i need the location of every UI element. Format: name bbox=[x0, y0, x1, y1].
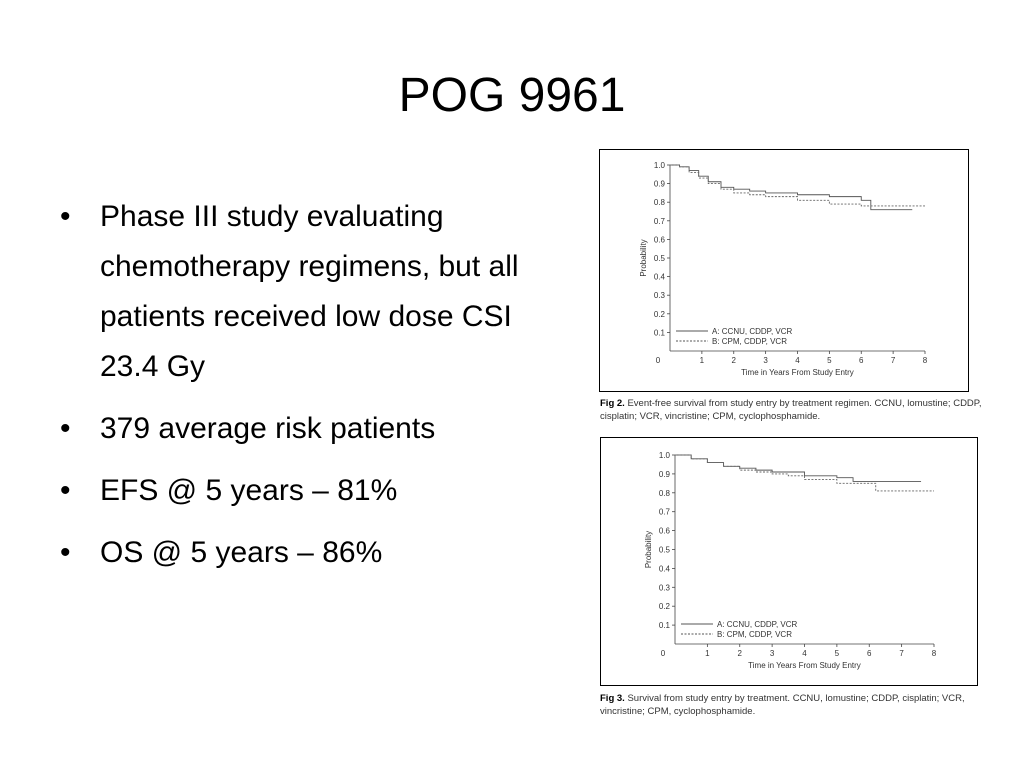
x-tick-label: 0 bbox=[656, 356, 661, 365]
y-tick-label: 0.1 bbox=[654, 328, 666, 337]
fig2-caption: Fig 2. Event-free survival from study en… bbox=[600, 398, 982, 422]
y-tick-label: 1.0 bbox=[654, 161, 666, 170]
fig3-caption: Fig 3. Survival from study entry by trea… bbox=[600, 693, 965, 717]
legend-label: B: CPM, CDDP, VCR bbox=[712, 337, 787, 346]
bullet-item: • Phase III study evaluating chemotherapy… bbox=[56, 192, 556, 392]
y-tick-label: 0.1 bbox=[659, 621, 671, 630]
x-axis-label: Time in Years From Study Entry bbox=[741, 368, 854, 377]
x-axis-label: Time in Years From Study Entry bbox=[748, 661, 861, 670]
efs-chart-svg: 0.1 0.2 0.3 0.4 0.5 0.6 0.7 0.8 0.9 1.0 0 1 2 3 4 5 6 7 8 T… bbox=[639, 161, 928, 377]
y-tick-label: 1.0 bbox=[659, 451, 671, 460]
bullet-item: • 379 average risk patients bbox=[56, 404, 556, 454]
x-tick-label: 6 bbox=[867, 649, 872, 658]
legend-label: A: CCNU, CDDP, VCR bbox=[717, 620, 798, 629]
legend-label: B: CPM, CDDP, VCR bbox=[717, 630, 792, 639]
x-tick-label: 8 bbox=[923, 356, 928, 365]
bullet-item: • EFS @ 5 years – 81% bbox=[56, 466, 556, 516]
os-chart-svg: 0.1 0.2 0.3 0.4 0.5 0.6 0.7 0.8 0.9 1.0 0 1 2 3 4 5 6 7 8 T… bbox=[644, 451, 937, 670]
y-tick-label: 0.8 bbox=[659, 489, 671, 498]
x-tick-label: 5 bbox=[835, 649, 840, 658]
y-tick-label: 0.2 bbox=[659, 602, 671, 611]
bullet-icon: • bbox=[60, 412, 71, 445]
y-tick-label: 0.7 bbox=[659, 508, 671, 517]
x-tick-label: 7 bbox=[891, 356, 896, 365]
bullet-icon: • bbox=[60, 200, 71, 233]
y-tick-label: 0.5 bbox=[659, 546, 671, 555]
y-tick-label: 0.9 bbox=[659, 470, 671, 479]
bullet-list: • Phase III study evaluating chemotherapy… bbox=[56, 192, 556, 590]
chart-group: 0.1 0.2 0.3 0.4 0.5 0.6 0.7 0.8 0.9 1.0 0 1 2 3 4 5 6 7 8 T… bbox=[639, 161, 928, 377]
series-line-b bbox=[675, 454, 934, 492]
chart-group: 0.1 0.2 0.3 0.4 0.5 0.6 0.7 0.8 0.9 1.0 0 1 2 3 4 5 6 7 8 T… bbox=[644, 451, 937, 670]
series-line-a bbox=[670, 164, 913, 211]
y-tick-label: 0.4 bbox=[659, 564, 671, 573]
bullet-icon: • bbox=[60, 474, 71, 507]
y-tick-label: 0.9 bbox=[654, 180, 666, 189]
x-tick-label: 2 bbox=[732, 356, 737, 365]
x-tick-label: 3 bbox=[763, 356, 768, 365]
x-tick-label: 2 bbox=[738, 649, 743, 658]
y-tick-label: 0.3 bbox=[659, 583, 671, 592]
y-tick-label: 0.7 bbox=[654, 217, 666, 226]
os-survival-chart: 0.1 0.2 0.3 0.4 0.5 0.6 0.7 0.8 0.9 1.0 0 1 2 3 4 5 6 7 8 T… bbox=[600, 437, 978, 686]
series-line-a bbox=[675, 454, 922, 482]
x-tick-label: 7 bbox=[899, 649, 904, 658]
y-tick-label: 0.8 bbox=[654, 198, 666, 207]
x-tick-label: 6 bbox=[859, 356, 864, 365]
x-tick-label: 0 bbox=[661, 649, 666, 658]
slide-title: POG 9961 bbox=[398, 69, 626, 122]
efs-survival-chart: 0.1 0.2 0.3 0.4 0.5 0.6 0.7 0.8 0.9 1.0 0 1 2 3 4 5 6 7 8 T… bbox=[599, 149, 969, 392]
y-tick-label: 0.4 bbox=[654, 273, 666, 282]
y-tick-label: 0.6 bbox=[659, 527, 671, 536]
bullet-icon: • bbox=[60, 536, 71, 569]
series-line-b bbox=[670, 164, 925, 207]
x-tick-label: 3 bbox=[770, 649, 775, 658]
x-tick-label: 1 bbox=[705, 649, 710, 658]
legend-label: A: CCNU, CDDP, VCR bbox=[712, 327, 793, 336]
y-tick-label: 0.5 bbox=[654, 254, 666, 263]
x-tick-label: 8 bbox=[932, 649, 937, 658]
y-tick-label: 0.2 bbox=[654, 310, 666, 319]
y-tick-label: 0.6 bbox=[654, 235, 666, 244]
x-tick-label: 1 bbox=[700, 356, 705, 365]
x-tick-label: 4 bbox=[802, 649, 807, 658]
x-tick-label: 4 bbox=[795, 356, 800, 365]
y-axis-label: Probability bbox=[639, 239, 648, 276]
y-tick-label: 0.3 bbox=[654, 291, 666, 300]
y-axis-label: Probability bbox=[644, 531, 653, 568]
bullet-item: • OS @ 5 years – 86% bbox=[56, 528, 556, 578]
x-tick-label: 5 bbox=[827, 356, 832, 365]
